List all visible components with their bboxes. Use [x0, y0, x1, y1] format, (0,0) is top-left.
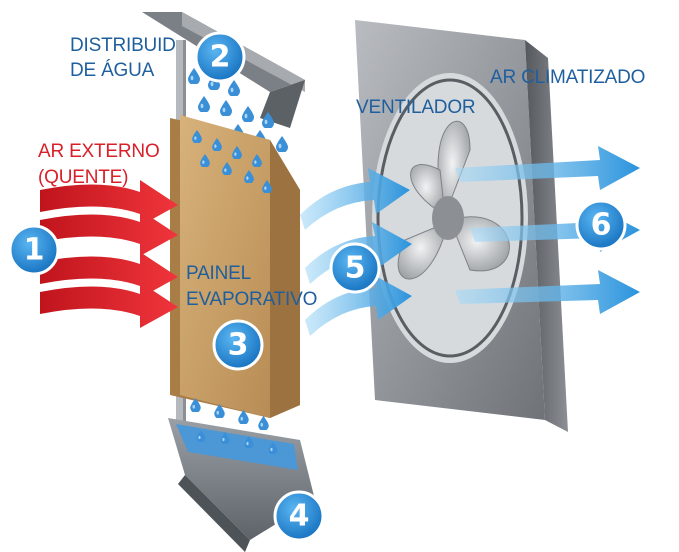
step-badge-6: 6 [575, 199, 627, 251]
cool-air-arrows-out [455, 146, 640, 314]
label-ventilador: VENTILADOR [356, 97, 476, 118]
step-number: 3 [228, 328, 249, 363]
step-number: 1 [24, 233, 45, 268]
label-ar-externo-line2: (QUENTE) [38, 167, 129, 188]
step-badge-4: 4 [273, 490, 325, 542]
label-ar-externo-line1: AR EXTERNO [38, 141, 160, 162]
step-badge-1: 1 [8, 224, 60, 276]
step-number: 2 [210, 40, 231, 75]
step-badge-2: 2 [194, 31, 246, 83]
step-number: 6 [591, 208, 612, 243]
label-distribuidor-line1: DISTRIBUID [70, 35, 176, 56]
evaporative-pad [170, 115, 300, 418]
label-distribuidor-line2: DE ÁGUA [70, 60, 155, 81]
label-ar-climatizado: AR CLIMATIZADO [490, 67, 646, 88]
step-badge-5: 5 [329, 242, 381, 294]
label-painel-line1: PAINEL [186, 263, 251, 284]
label-painel-line2: EVAPORATIVO [186, 289, 318, 310]
step-number: 4 [289, 499, 310, 534]
step-badge-3: 3 [212, 319, 264, 371]
hot-air-arrows [40, 180, 178, 328]
step-number: 5 [345, 251, 366, 286]
